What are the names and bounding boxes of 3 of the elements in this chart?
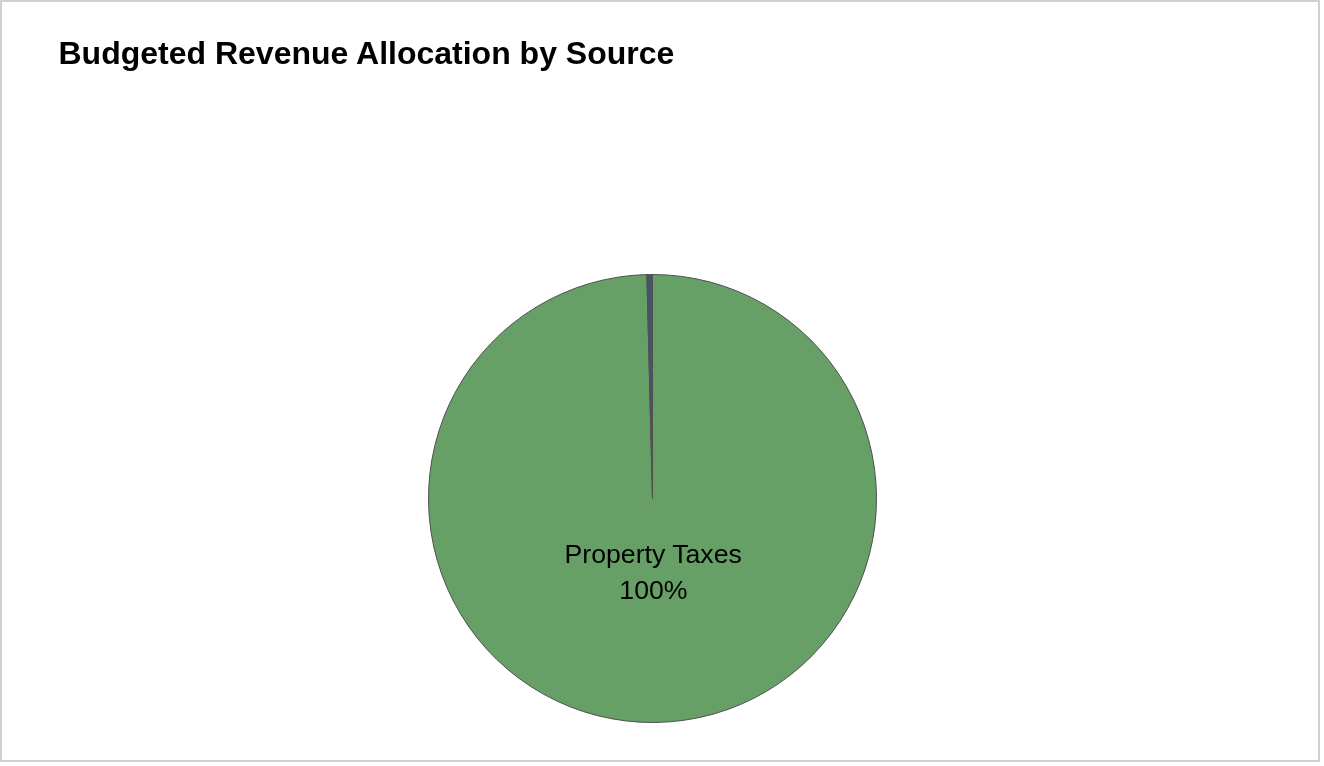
slice-label: Property Taxes: [564, 539, 742, 570]
chart-title: Budgeted Revenue Allocation by Source: [58, 34, 675, 71]
data-label: 100%: [619, 575, 688, 606]
